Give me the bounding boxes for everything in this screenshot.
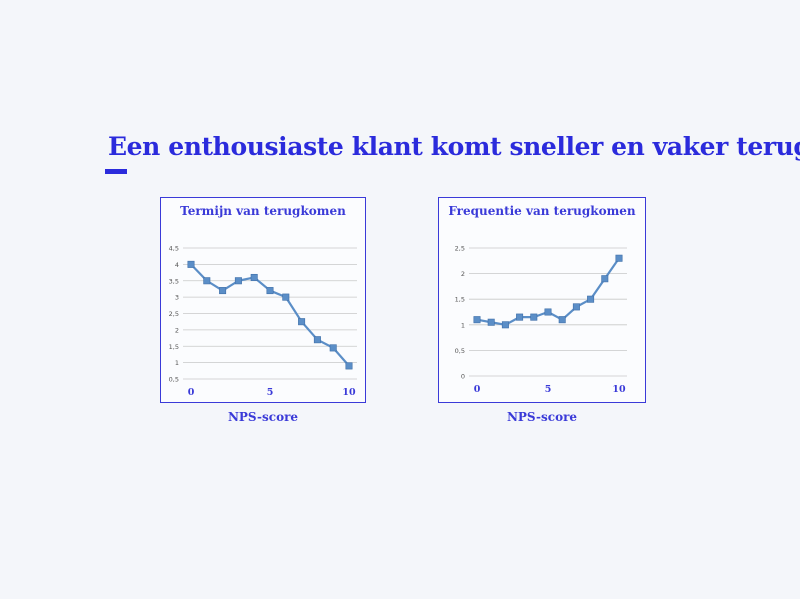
y-tick-label: 0,5 bbox=[169, 376, 179, 384]
data-point bbox=[219, 287, 227, 295]
data-point bbox=[473, 316, 481, 324]
data-point bbox=[544, 308, 552, 316]
y-tick-label: 1 bbox=[175, 359, 179, 367]
data-point bbox=[234, 277, 242, 285]
data-point bbox=[601, 275, 609, 283]
chart-frequentie: Frequentie van terugkomen 0 0,5 1 1,5 2 2,5 0 5… bbox=[438, 197, 646, 403]
y-tick-label: 3,5 bbox=[169, 277, 179, 285]
data-point bbox=[329, 344, 337, 352]
y-tick-label: 2 bbox=[461, 270, 465, 278]
slide-title: Een enthousiaste klant komt sneller en v… bbox=[108, 132, 800, 161]
x-tick-label: 5 bbox=[545, 384, 552, 395]
data-point bbox=[587, 295, 595, 303]
data-point bbox=[203, 277, 211, 285]
series-line bbox=[190, 263, 350, 367]
data-point bbox=[298, 318, 306, 326]
y-tick-label: 1,5 bbox=[169, 343, 179, 351]
chart-plot: 0,5 1 1,5 2 2,5 3 3,5 4 4,5 0 5 10 bbox=[169, 245, 357, 398]
chart-title: Frequentie van terugkomen bbox=[448, 204, 636, 218]
chart-plot: 0 0,5 1 1,5 2 2,5 0 5 10 bbox=[455, 245, 627, 395]
data-point bbox=[572, 303, 580, 311]
x-axis-label: NPS-score bbox=[506, 410, 578, 424]
y-tick-label: 2 bbox=[175, 326, 179, 334]
y-tick-label: 2,5 bbox=[455, 245, 465, 253]
y-tick-label: 0 bbox=[461, 373, 465, 381]
chart-termijn: Termijn van terugkomen 0,5 1 1,5 2 2,5 3 3,5 4 4… bbox=[160, 197, 366, 403]
y-tick-label: 0,5 bbox=[455, 347, 465, 355]
y-tick-label: 1 bbox=[461, 321, 465, 329]
chart-title: Termijn van terugkomen bbox=[180, 204, 346, 218]
x-tick-label: 5 bbox=[267, 387, 274, 398]
data-point bbox=[187, 260, 195, 268]
x-tick-label: 0 bbox=[188, 387, 195, 398]
data-point bbox=[530, 313, 538, 321]
y-tick-label: 4 bbox=[175, 261, 179, 269]
data-point bbox=[266, 287, 274, 295]
data-point bbox=[282, 293, 290, 301]
y-tick-label: 1,5 bbox=[455, 296, 465, 304]
x-tick-label: 0 bbox=[474, 384, 481, 395]
y-tick-label: 3 bbox=[175, 294, 179, 302]
title-accent-bar bbox=[105, 169, 127, 174]
data-point bbox=[487, 318, 495, 326]
data-point bbox=[501, 321, 509, 329]
data-point bbox=[615, 254, 623, 262]
data-point bbox=[345, 362, 353, 370]
data-point bbox=[250, 273, 258, 281]
y-tick-label: 2,5 bbox=[169, 310, 179, 318]
x-axis-label: NPS-score bbox=[227, 410, 299, 424]
data-point bbox=[516, 313, 524, 321]
data-point bbox=[558, 316, 566, 324]
y-tick-label: 4,5 bbox=[169, 245, 179, 253]
data-point bbox=[313, 336, 321, 344]
x-tick-label: 10 bbox=[612, 384, 626, 395]
x-tick-label: 10 bbox=[342, 387, 356, 398]
